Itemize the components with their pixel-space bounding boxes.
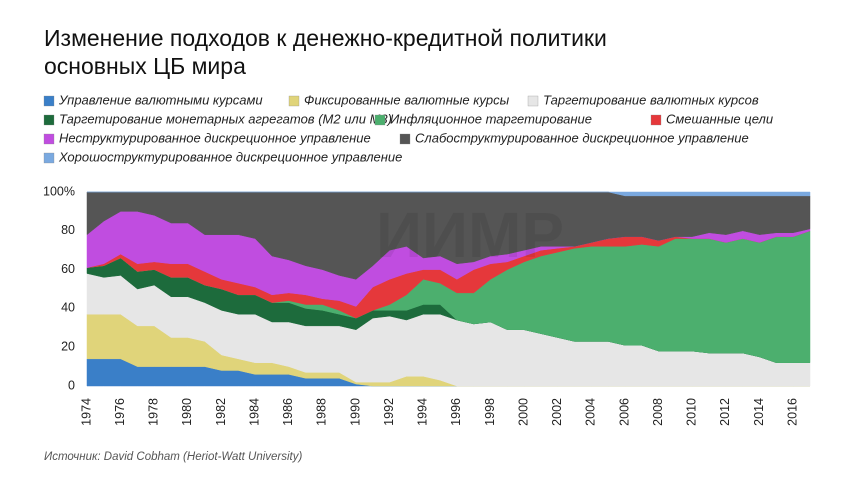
- x-tick-label: 1990: [348, 398, 362, 426]
- x-tick-label: 1984: [247, 398, 261, 426]
- y-tick-label: 80: [61, 223, 75, 237]
- legend-swatch: [43, 152, 55, 164]
- x-tick-label: 1998: [483, 398, 497, 426]
- x-tick-label: 1988: [315, 398, 329, 426]
- source: Источник: David Cobham (Heriot-Watt Univ…: [44, 451, 303, 463]
- x-tick-label: 1994: [416, 398, 430, 426]
- x-tick-label: 2008: [651, 398, 665, 426]
- legend-swatch: [43, 95, 55, 107]
- legend-swatch: [650, 114, 662, 126]
- x-tick-label: 2012: [718, 398, 732, 426]
- x-tick-label: 2004: [584, 398, 598, 426]
- x-tick-label: 1992: [382, 398, 396, 426]
- x-tick-label: 2010: [685, 398, 699, 426]
- chart-title: основных ЦБ мира: [44, 53, 246, 79]
- legend-label: Управление валютными курсами: [58, 92, 263, 107]
- chart-title: Изменение подходов к денежно-кредитной п…: [44, 25, 607, 51]
- area: [87, 191, 811, 197]
- legend-swatch: [374, 114, 386, 126]
- x-tick-label: 1980: [180, 398, 194, 426]
- legend-label: Таргетирование монетарных агрегатов (M2 …: [59, 111, 392, 126]
- x-tick-label: 1974: [79, 398, 93, 426]
- x-tick-label: 1996: [449, 398, 463, 426]
- x-tick-label: 1982: [214, 398, 228, 426]
- legend-label: Неструктурированное дискреционное управл…: [59, 130, 371, 145]
- legend-swatch: [43, 114, 55, 126]
- watermark: ИИМР: [376, 199, 564, 271]
- legend-label: Инфляционное таргетирование: [390, 111, 592, 126]
- y-tick-label: 40: [61, 301, 75, 315]
- x-tick-label: 1986: [281, 398, 295, 426]
- x-tick-label: 1976: [113, 398, 127, 426]
- x-tick-label: 2016: [785, 398, 799, 426]
- legend-swatch: [527, 95, 539, 107]
- legend-label: Таргетирование валютных курсов: [543, 92, 759, 107]
- y-tick-label: 100%: [43, 184, 75, 198]
- x-tick-label: 1978: [147, 398, 161, 426]
- x-tick-label: 2014: [752, 398, 766, 426]
- legend-label: Фиксированные валютные курсы: [304, 92, 510, 107]
- legend-swatch: [43, 133, 55, 145]
- legend-label: Хорошоструктурированное дискреционное уп…: [58, 149, 402, 164]
- legend-swatch: [399, 133, 411, 145]
- x-tick-label: 2000: [516, 398, 530, 426]
- x-tick-label: 2002: [550, 398, 564, 426]
- y-tick-label: 0: [68, 378, 75, 392]
- plot-area: [86, 191, 811, 387]
- legend-label: Слабоструктурированное дискреционное упр…: [415, 130, 749, 145]
- x-tick-label: 2006: [617, 398, 631, 426]
- legend-label: Смешанные цели: [666, 111, 773, 126]
- y-tick-label: 60: [61, 262, 75, 276]
- legend-swatch: [288, 95, 300, 107]
- y-tick-label: 20: [61, 339, 75, 353]
